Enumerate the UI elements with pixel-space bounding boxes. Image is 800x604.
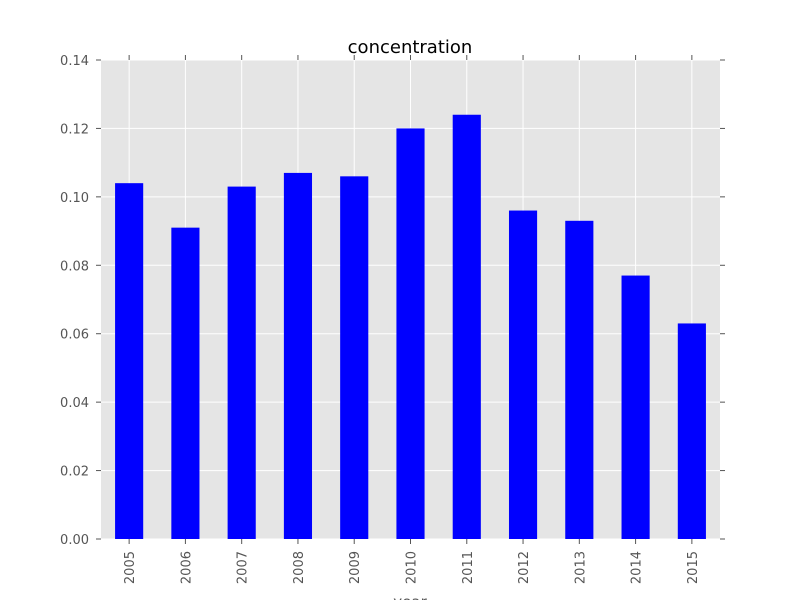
bar <box>565 220 594 540</box>
bar <box>396 128 425 539</box>
bar <box>227 186 256 540</box>
y-tick-label: 0.08 <box>60 259 89 274</box>
bar <box>115 183 144 539</box>
y-tick-label: 0.10 <box>60 191 89 206</box>
y-tick-label: 0.12 <box>60 122 89 137</box>
bar <box>677 323 706 539</box>
x-tick-label: 2007 <box>236 551 251 584</box>
y-tick-label: 0.00 <box>60 533 89 548</box>
x-tick-label: 2010 <box>405 551 420 584</box>
x-tick-label: 2013 <box>573 551 588 584</box>
bar <box>340 176 369 540</box>
x-tick-label: 2005 <box>123 551 138 584</box>
x-tick-label: 2006 <box>179 551 194 584</box>
x-tick-label: 2012 <box>517 551 532 584</box>
y-tick-label: 0.06 <box>60 328 89 343</box>
chart-title: concentration <box>348 37 473 58</box>
x-tick-labels: 2005 2006 2007 2008 2009 2010 2011 2012 2013 2014… <box>123 551 701 584</box>
x-tick-label: 2011 <box>461 551 476 584</box>
x-tick-label: 2014 <box>630 551 645 584</box>
bar <box>621 275 650 539</box>
axes <box>96 55 725 544</box>
x-tick-label: 2009 <box>348 551 363 584</box>
x-tick-label: 2008 <box>292 551 307 584</box>
y-tick-label: 0.02 <box>60 465 89 480</box>
bar <box>452 114 481 539</box>
x-axis-label: year <box>393 593 427 600</box>
bar <box>171 227 200 539</box>
y-tick-labels: 0.00 0.02 0.04 0.06 0.08 0.10 0.12 0.14 <box>60 54 89 548</box>
bar <box>508 210 538 540</box>
x-tick-label: 2015 <box>686 551 701 584</box>
y-tick-label: 0.04 <box>60 396 89 411</box>
bars <box>115 114 706 540</box>
bar <box>283 172 313 539</box>
y-tick-label: 0.14 <box>60 54 89 69</box>
